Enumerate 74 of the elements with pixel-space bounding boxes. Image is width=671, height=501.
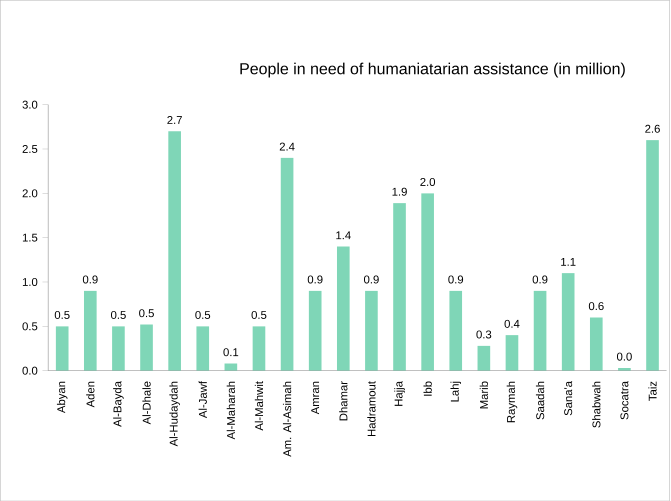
data-label: 2.7	[167, 116, 182, 124]
text: 1.5	[22, 234, 38, 242]
x-tick-label: Socatra	[620, 380, 628, 420]
x-tick-label: Amran	[311, 382, 320, 414]
x-tick-label: Marib	[480, 381, 488, 408]
data-label: 0.5	[252, 310, 266, 319]
data-label: 2.4	[280, 142, 295, 150]
bar	[534, 290, 546, 371]
x-tick-label: Al-Maharah	[226, 382, 236, 440]
bar	[336, 246, 350, 371]
bar	[196, 326, 210, 371]
data-label: 0.9	[448, 275, 464, 284]
bar	[280, 158, 294, 371]
data-label: 2.6	[645, 124, 660, 133]
bar	[56, 326, 69, 371]
bar	[224, 363, 238, 371]
text: 3.0	[22, 100, 38, 109]
x-tick-label: Saadah	[536, 382, 544, 420]
data-label: 0.9	[82, 275, 98, 284]
x-tick-label: Aden	[86, 382, 94, 408]
data-label: 0.9	[364, 275, 379, 284]
data-label: 0.9	[532, 275, 548, 284]
bar	[646, 140, 659, 371]
x-tick-label: Abyan	[56, 382, 68, 413]
bar	[252, 326, 266, 371]
x-tick-label: Al-Mahwit	[254, 380, 264, 431]
bar	[84, 290, 97, 371]
data-label: 0.9	[308, 275, 323, 284]
bar	[590, 317, 603, 371]
data-label: 0.1	[223, 348, 238, 356]
data-label: 1.4	[336, 231, 351, 240]
x-tick-label: Al-Bayda	[113, 380, 124, 427]
bar	[478, 346, 490, 371]
bar	[365, 290, 378, 371]
x-tick-label: Shabwah	[592, 382, 600, 428]
data-label: 0.5	[54, 310, 70, 319]
data-label: 1.9	[392, 188, 407, 196]
chart-title: People in need of humaniatarian assistance (in million)	[240, 62, 625, 78]
bar	[506, 335, 518, 371]
x-tick-label: Hadramout	[367, 380, 376, 436]
x-tick-label: Al-Jawf	[198, 380, 207, 418]
bar	[421, 193, 434, 371]
x-tick-label: Al-Dhale	[142, 381, 151, 424]
text: 0.0	[22, 366, 38, 375]
x-tick-label: Al-Hudaydah	[169, 382, 180, 446]
x-tick-label: Lahj	[450, 382, 462, 402]
data-label: 0.5	[195, 310, 210, 319]
data-label: 2.0	[420, 178, 436, 186]
bar	[618, 368, 631, 371]
bar	[562, 272, 575, 371]
data-label: 0.3	[476, 330, 492, 338]
data-label: 0.4	[504, 320, 520, 328]
x-tick-label: Hajja	[394, 380, 405, 406]
data-label: 1.1	[561, 258, 576, 266]
text: 2.0	[22, 189, 38, 198]
text: 1.0	[22, 278, 38, 286]
bar	[168, 131, 181, 371]
bar	[449, 290, 462, 371]
text: 2.5	[22, 144, 38, 153]
data-label: 0.6	[588, 302, 604, 310]
x-tick-label: Ibb	[423, 381, 432, 396]
data-label: 0.0	[616, 352, 632, 360]
x-tick-label: Taiz	[648, 381, 657, 401]
bar	[140, 324, 153, 371]
text: 0.5	[22, 322, 38, 330]
bar	[393, 202, 406, 371]
bar	[112, 326, 125, 371]
x-tick-label: Am. Al-Asimah	[282, 382, 292, 457]
x-tick-label: Dhamar	[339, 381, 348, 420]
data-label: 0.5	[111, 310, 126, 319]
data-label: 0.5	[139, 309, 154, 318]
x-tick-label: Sana'a	[564, 380, 572, 416]
x-tick-label: Raymah	[506, 382, 518, 422]
bar	[308, 290, 322, 371]
